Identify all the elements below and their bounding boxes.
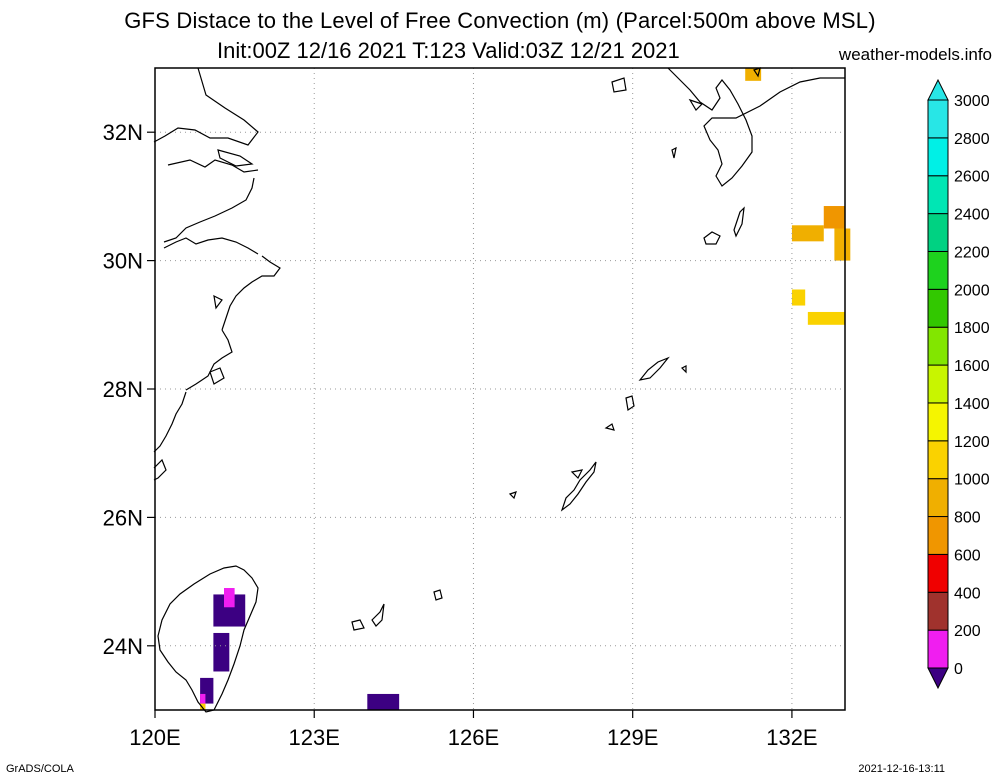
colorbar: 0 200 400 600 800 1000 1200 1400 1600 1800 2000 220…: [927, 78, 990, 690]
colorbar-label: 2600: [954, 169, 990, 186]
colorbar-label: 800: [954, 510, 981, 527]
field-cell: [213, 632, 230, 672]
colorbar-segment: [927, 288, 949, 328]
colorbar-segment: [927, 516, 949, 555]
footer-software: GrADS/COLA: [6, 763, 74, 775]
colorbar-label: 2200: [954, 244, 990, 261]
taiwan-island: [157, 565, 259, 713]
colorbar-label: 1400: [954, 396, 990, 413]
lat-lon-grid: [155, 68, 845, 710]
colorbar-segment: [927, 478, 949, 518]
colorbar-label: 2000: [954, 282, 990, 299]
okinawa-island: [560, 461, 597, 512]
field-cells: [200, 68, 851, 710]
x-tick-label: 123E: [289, 725, 340, 750]
colorbar-label: 1000: [954, 472, 990, 489]
colorbar-label: 2400: [954, 207, 990, 224]
colorbar-segment: [927, 364, 949, 404]
footer-timestamp: 2021-12-16-13:11: [858, 763, 945, 775]
colorbar-label: 0: [954, 661, 963, 678]
x-tick-label: 132E: [766, 725, 817, 750]
colorbar-segment: [927, 175, 949, 215]
field-cell: [791, 289, 806, 306]
colorbar-segment: [927, 250, 949, 290]
ishigaki-island: [351, 619, 365, 631]
colorbar-label: 2800: [954, 131, 990, 148]
colorbar-segment: [927, 137, 949, 177]
x-tick-label: 126E: [448, 725, 499, 750]
y-tick-label: 26N: [103, 505, 143, 530]
field-cell: [200, 693, 206, 707]
colorbar-segment: [927, 213, 949, 252]
china-coast: [153, 67, 281, 481]
y-tick-label: 32N: [103, 120, 143, 145]
chart-title-line1: GFS Distace to the Level of Free Convect…: [124, 8, 876, 33]
colorbar-label: 600: [954, 547, 981, 564]
colorbar-segment: [927, 440, 949, 480]
colorbar-label: 1600: [954, 358, 990, 375]
yakushima-island: [703, 231, 721, 245]
field-cell: [823, 206, 845, 229]
colorbar-label: 3000: [954, 93, 990, 110]
y-tick-label: 24N: [103, 634, 143, 659]
colorbar-segment: [927, 591, 949, 631]
field-cell: [791, 225, 824, 242]
colorbar-segment: [927, 326, 949, 366]
colorbar-label: 1200: [954, 434, 990, 451]
kyushu-coast: [667, 67, 845, 187]
x-tick-label: 120E: [129, 725, 180, 750]
amami-island: [638, 356, 670, 381]
colorbar-segment: [927, 99, 949, 139]
field-cell: [224, 588, 235, 608]
colorbar-max-arrow: [927, 78, 949, 101]
x-tick-label: 129E: [607, 725, 658, 750]
colorbar-label: 200: [954, 623, 981, 640]
tanegashima-island: [733, 206, 745, 238]
coastlines: [153, 67, 845, 713]
colorbar-segment: [927, 629, 949, 669]
field-cell: [200, 703, 206, 710]
colorbar-label: 400: [954, 585, 981, 602]
colorbar-segment: [927, 553, 949, 593]
field-cell: [807, 311, 845, 325]
colorbar-label: 1800: [954, 320, 990, 337]
y-tick-label: 28N: [103, 377, 143, 402]
axis-ticks: 120E 123E 126E 129E 132E 24N 26N 28N 30N 32N: [103, 120, 818, 750]
field-cell: [745, 68, 762, 81]
field-cell: [367, 693, 400, 710]
colorbar-segment: [927, 402, 949, 442]
chart-title-line2: Init:00Z 12/16 2021 T:123 Valid:03Z 12/2…: [217, 38, 680, 63]
site-label: weather-models.info: [838, 45, 992, 64]
field-cell: [834, 228, 851, 261]
colorbar-min-arrow: [927, 667, 949, 690]
y-tick-label: 30N: [103, 249, 143, 274]
